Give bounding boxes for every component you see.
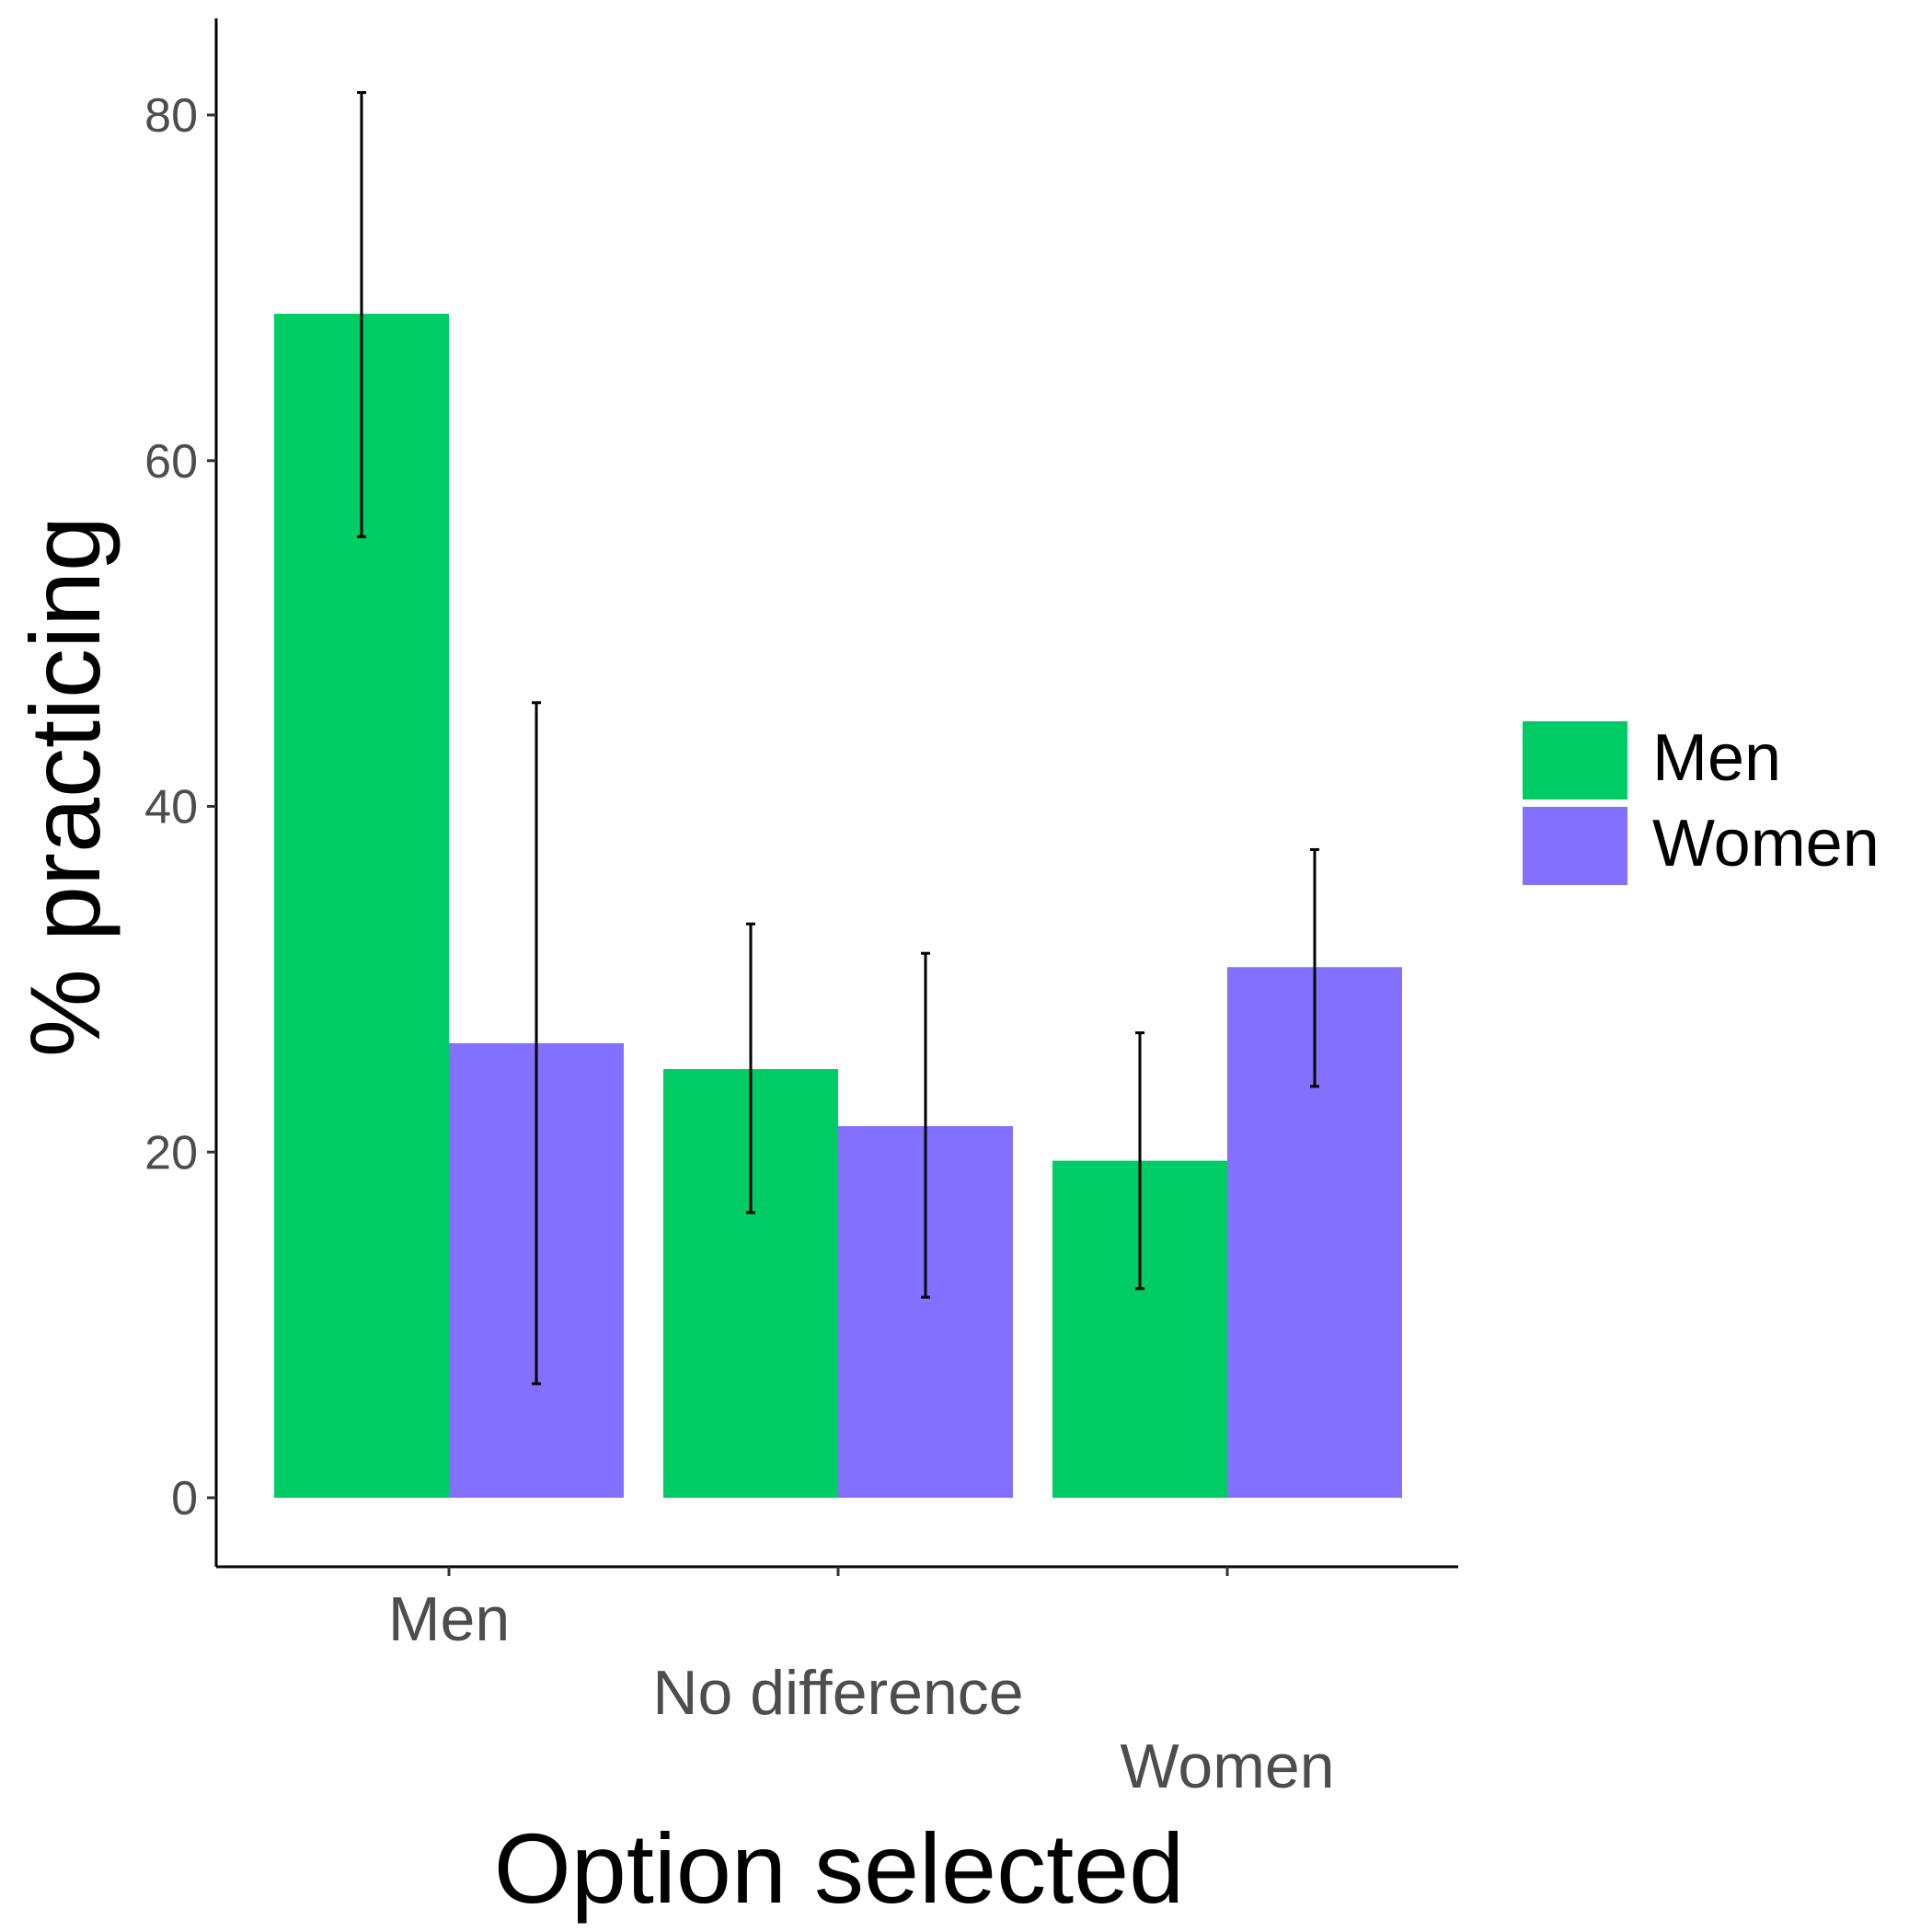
x-tick-label: Women — [1120, 1731, 1334, 1801]
x-tick-label: No difference — [652, 1658, 1023, 1728]
y-tick-label: 0 — [171, 1472, 198, 1525]
y-tick-label: 80 — [144, 89, 198, 143]
x-axis-title: Option selected — [494, 1812, 1184, 1924]
legend: Men Women — [1523, 721, 1880, 885]
error-bar-men-men — [357, 91, 366, 538]
y-axis-title: % practicing — [9, 516, 121, 1057]
legend-label-men: Men — [1652, 721, 1781, 795]
error-bars-layer — [357, 91, 1319, 1386]
y-tick-label: 20 — [144, 1126, 198, 1179]
y-ticks: 0 20 40 60 80 — [144, 89, 216, 1525]
legend-label-women: Women — [1652, 807, 1880, 880]
error-bar-women-women — [1310, 847, 1319, 1088]
legend-key-men — [1523, 721, 1627, 799]
x-ticks: Men No difference Women — [388, 1567, 1335, 1801]
x-tick-label: Men — [388, 1584, 510, 1654]
y-tick-label: 40 — [144, 781, 198, 834]
error-bar-women-men — [532, 701, 541, 1386]
error-bar-men-no-difference — [746, 922, 755, 1214]
error-bar-men-women — [1135, 1031, 1144, 1291]
legend-key-women — [1523, 807, 1627, 885]
error-bar-women-no-difference — [921, 951, 930, 1299]
y-tick-label: 60 — [144, 435, 198, 489]
bars-layer — [274, 314, 1402, 1498]
